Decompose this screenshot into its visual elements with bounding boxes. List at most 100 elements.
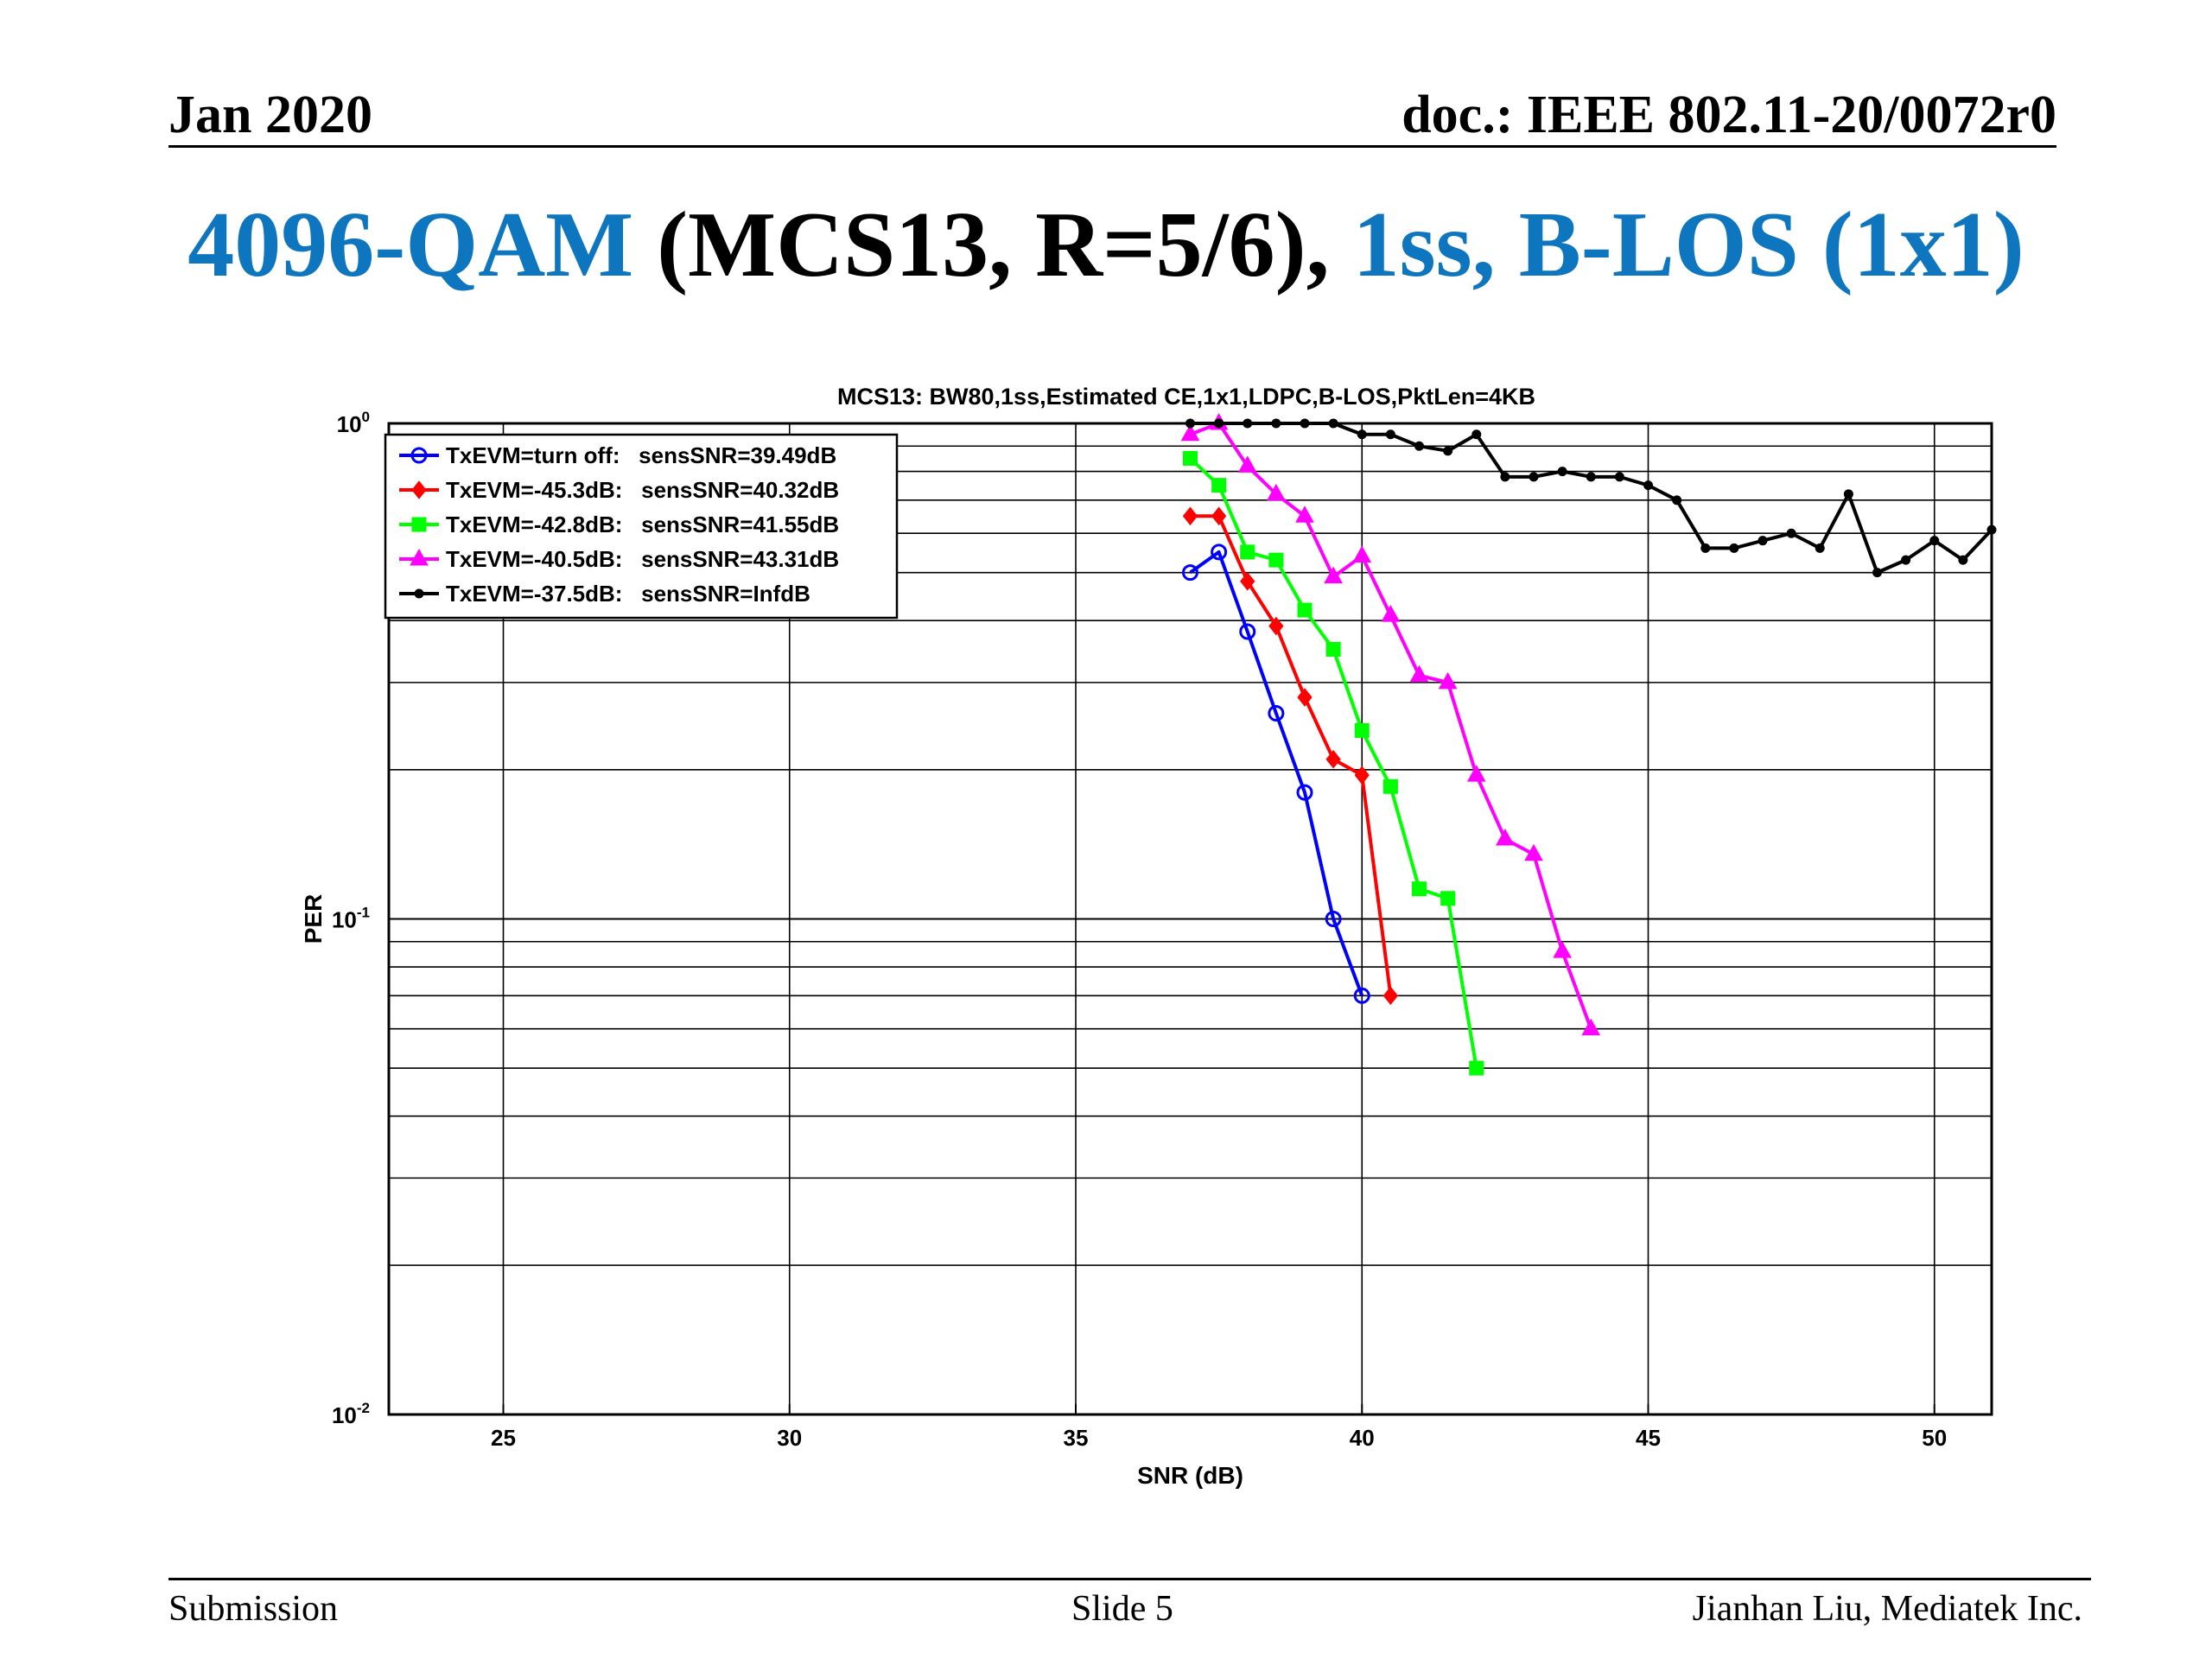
footer-submission: Submission: [168, 1589, 339, 1629]
data-point-5: [1929, 536, 1940, 546]
header-rule: [168, 145, 2056, 148]
legend-label-3: TxEVM=-42.8dB: sensSNR=41.55dB: [446, 512, 839, 537]
data-point-3: [1354, 722, 1370, 738]
data-point-1: [1325, 911, 1342, 927]
data-point-5: [1443, 446, 1453, 456]
data-point-5: [1843, 489, 1853, 499]
data-point-4: [1581, 1018, 1601, 1036]
x-tick-label: 35: [1064, 1425, 1089, 1451]
data-point-4: [1295, 505, 1314, 523]
y-tick-label: 10-2: [332, 1400, 370, 1428]
data-point-4: [1409, 664, 1429, 683]
x-tick-label: 30: [777, 1425, 802, 1451]
data-point-5: [1958, 555, 1968, 565]
data-point-4: [1438, 671, 1458, 690]
legend-marker-3: [411, 517, 427, 532]
y-axis-label: PER: [300, 894, 327, 944]
legend-marker-4: [410, 548, 429, 566]
data-point-5: [1471, 429, 1482, 440]
title-config: 1ss, B-LOS (1x1): [1352, 194, 2024, 296]
data-point-2: [1182, 506, 1198, 526]
data-point-1: [1296, 784, 1313, 801]
data-point-2: [1268, 616, 1284, 636]
legend-label-1: TxEVM=turn off: sensSNR=39.49dB: [446, 442, 836, 468]
legend-label-5: TxEVM=-37.5dB: sensSNR=InfdB: [446, 581, 810, 607]
data-point-2: [1354, 766, 1370, 785]
data-point-5: [1872, 568, 1882, 578]
data-point-5: [1328, 418, 1338, 429]
data-point-3: [1297, 602, 1313, 618]
data-point-4: [1324, 566, 1343, 584]
data-point-5: [1529, 472, 1539, 482]
data-point-3: [1325, 641, 1341, 657]
data-point-5: [1700, 543, 1711, 553]
data-point-3: [1469, 1060, 1484, 1076]
legend-marker-1: [410, 447, 428, 464]
series-line-1: [1189, 550, 1364, 997]
data-point-4: [1553, 941, 1572, 958]
data-point-5: [1271, 418, 1281, 429]
data-point-4: [1381, 605, 1401, 622]
data-point-5: [1786, 528, 1796, 538]
data-point-2: [1240, 572, 1255, 591]
footer-author: Jianhan Liu, Mediatek Inc.: [1692, 1589, 2082, 1629]
data-point-5: [1586, 472, 1596, 482]
data-point-5: [1385, 429, 1395, 440]
data-point-1: [1239, 623, 1256, 640]
legend-marker-5: [414, 588, 424, 599]
footer-rule: [168, 1578, 2091, 1580]
data-point-5: [1243, 418, 1253, 429]
data-point-4: [1352, 545, 1372, 563]
legend-box: [384, 433, 899, 620]
data-point-1: [1353, 987, 1370, 1004]
x-tick-label: 50: [1922, 1425, 1947, 1451]
data-point-3: [1412, 881, 1427, 897]
legend-marker-2: [411, 480, 427, 499]
header-doc-id: doc.: IEEE 802.11-20/0072r0: [1402, 86, 2056, 144]
header-date: Jan 2020: [168, 86, 372, 144]
data-point-5: [1214, 418, 1224, 429]
data-point-5: [1414, 441, 1424, 451]
data-point-2: [1211, 506, 1227, 526]
data-point-3: [1440, 891, 1456, 906]
data-point-3: [1268, 552, 1284, 568]
data-point-3: [1211, 478, 1227, 493]
data-point-3: [1240, 544, 1255, 560]
x-axis-label: SNR (dB): [1137, 1462, 1243, 1489]
data-point-5: [1557, 467, 1567, 477]
x-tick-label: 25: [491, 1425, 516, 1451]
data-point-5: [1901, 555, 1911, 565]
legend-label-4: TxEVM=-40.5dB: sensSNR=43.31dB: [446, 546, 839, 572]
data-point-4: [1524, 843, 1543, 861]
data-point-4: [1466, 765, 1486, 782]
data-point-5: [1672, 495, 1682, 505]
data-point-5: [1300, 418, 1310, 429]
data-point-1: [1182, 564, 1198, 582]
y-tick-label: 100: [337, 409, 370, 437]
x-tick-label: 40: [1350, 1425, 1375, 1451]
y-tick-label: 10-1: [332, 905, 370, 933]
chart-title: MCS13: BW80,1ss,Estimated CE,1x1,LDPC,B-…: [837, 384, 1535, 410]
data-point-5: [1729, 543, 1739, 553]
slide-title: 4096-QAM (MCS13, R=5/6), 1ss, B-LOS (1x1…: [0, 192, 2212, 299]
data-point-4: [1180, 423, 1200, 442]
data-point-5: [1758, 536, 1768, 546]
data-point-2: [1382, 986, 1399, 1006]
data-point-1: [1268, 705, 1285, 722]
footer-slide-number: Slide 5: [1071, 1589, 1173, 1629]
data-point-5: [1357, 429, 1367, 440]
title-mcs: (MCS13, R=5/6),: [633, 194, 1353, 296]
title-modulation: 4096-QAM: [188, 194, 634, 296]
data-point-5: [1614, 472, 1624, 482]
data-point-5: [1643, 480, 1653, 491]
data-point-5: [1500, 472, 1510, 482]
data-point-3: [1382, 779, 1398, 794]
data-point-3: [1183, 450, 1198, 466]
data-point-5: [1185, 418, 1195, 429]
x-tick-label: 45: [1636, 1425, 1661, 1451]
data-point-4: [1237, 455, 1257, 473]
data-point-5: [1815, 543, 1825, 553]
data-point-4: [1267, 483, 1286, 501]
legend-label-2: TxEVM=-45.3dB: sensSNR=40.32dB: [446, 477, 839, 503]
